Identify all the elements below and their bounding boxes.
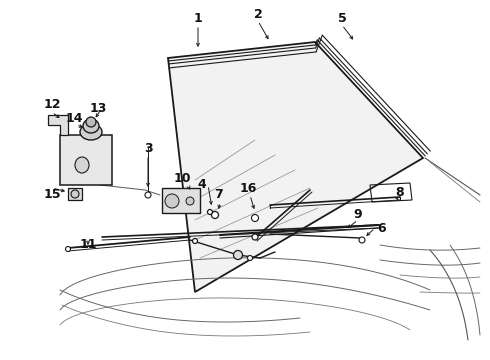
Ellipse shape xyxy=(359,237,365,243)
Polygon shape xyxy=(68,188,82,200)
Text: 16: 16 xyxy=(239,181,257,194)
Ellipse shape xyxy=(186,197,194,205)
Ellipse shape xyxy=(145,192,151,198)
Text: 2: 2 xyxy=(254,8,262,21)
Text: 13: 13 xyxy=(89,102,107,114)
Polygon shape xyxy=(162,188,200,213)
Polygon shape xyxy=(60,135,112,185)
Ellipse shape xyxy=(86,117,96,127)
Ellipse shape xyxy=(193,238,197,243)
Ellipse shape xyxy=(80,124,102,140)
Ellipse shape xyxy=(234,251,243,260)
Ellipse shape xyxy=(247,256,252,261)
Text: 11: 11 xyxy=(79,238,97,252)
Text: 14: 14 xyxy=(65,112,83,125)
Text: 9: 9 xyxy=(354,208,362,221)
Text: 12: 12 xyxy=(43,99,61,112)
Ellipse shape xyxy=(71,190,79,198)
Text: 1: 1 xyxy=(194,12,202,24)
Text: 4: 4 xyxy=(197,179,206,192)
Text: 5: 5 xyxy=(338,12,346,24)
Ellipse shape xyxy=(75,157,89,173)
Ellipse shape xyxy=(165,194,179,208)
Ellipse shape xyxy=(83,119,99,133)
Ellipse shape xyxy=(207,210,213,215)
Ellipse shape xyxy=(66,247,71,252)
Text: 15: 15 xyxy=(43,189,61,202)
Text: 7: 7 xyxy=(214,189,222,202)
Text: 6: 6 xyxy=(378,221,386,234)
Polygon shape xyxy=(168,42,423,292)
Ellipse shape xyxy=(212,211,219,219)
Text: 3: 3 xyxy=(144,141,152,154)
Polygon shape xyxy=(48,115,68,135)
Text: 8: 8 xyxy=(396,186,404,199)
Ellipse shape xyxy=(251,215,259,221)
Ellipse shape xyxy=(252,234,258,240)
Text: 10: 10 xyxy=(173,171,191,184)
